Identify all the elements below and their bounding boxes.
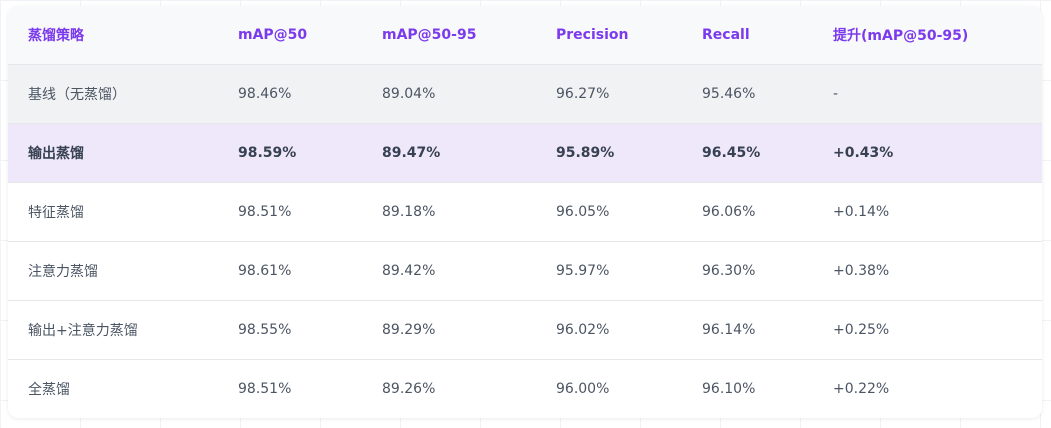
cell-strategy: 全蒸馏 — [28, 381, 70, 398]
cell-improvement: +0.43% — [833, 144, 894, 161]
cell-map50-95: 89.47% — [382, 144, 441, 161]
cell-recall: 96.45% — [702, 144, 761, 161]
cell-map50-95: 89.18% — [382, 203, 436, 220]
cell-recall: 96.30% — [702, 262, 756, 279]
cell-map50: 98.55% — [238, 321, 292, 338]
table-row-full-distillation: 全蒸馏 98.51% 89.26% 96.00% 96.10% +0.22% — [8, 359, 1042, 418]
cell-strategy: 输出蒸馏 — [28, 145, 84, 162]
cell-strategy: 注意力蒸馏 — [28, 263, 98, 280]
cell-map50-95: 89.42% — [382, 262, 436, 279]
cell-recall: 96.14% — [702, 321, 756, 338]
cell-map50: 98.51% — [238, 380, 292, 397]
cell-map50-95: 89.26% — [382, 380, 436, 397]
cell-map50-95: 89.04% — [382, 85, 436, 102]
cell-improvement: +0.25% — [833, 321, 890, 338]
cell-strategy: 输出+注意力蒸馏 — [28, 322, 138, 339]
cell-recall: 95.46% — [702, 85, 756, 102]
cell-recall: 96.06% — [702, 203, 756, 220]
cell-map50-95: 89.29% — [382, 321, 436, 338]
cell-map50: 98.59% — [238, 144, 297, 161]
cell-map50: 98.51% — [238, 203, 292, 220]
cell-precision: 96.00% — [556, 380, 610, 397]
cell-precision: 95.97% — [556, 262, 610, 279]
table-row-output-attention-distillation: 输出+注意力蒸馏 98.55% 89.29% 96.02% 96.14% +0.… — [8, 300, 1042, 359]
cell-improvement: - — [833, 85, 839, 102]
cell-improvement: +0.14% — [833, 203, 890, 220]
cell-recall: 96.10% — [702, 380, 756, 397]
column-header-recall: Recall — [702, 26, 750, 43]
cell-strategy: 特征蒸馏 — [28, 204, 84, 221]
cell-precision: 96.02% — [556, 321, 610, 338]
column-header-map50-95: mAP@50-95 — [382, 26, 477, 43]
cell-precision: 96.05% — [556, 203, 610, 220]
column-header-strategy: 蒸馏策略 — [28, 27, 84, 44]
cell-map50: 98.46% — [238, 85, 292, 102]
table-header-row: 蒸馏策略 mAP@50 mAP@50-95 Precision Recall 提… — [8, 6, 1042, 64]
column-header-improvement: 提升(mAP@50-95) — [833, 27, 969, 44]
table-row-baseline: 基线（无蒸馏） 98.46% 89.04% 96.27% 95.46% - — [8, 64, 1042, 123]
table-row-output-distillation: 输出蒸馏 98.59% 89.47% 95.89% 96.45% +0.43% — [8, 123, 1042, 182]
cell-improvement: +0.38% — [833, 262, 890, 279]
cell-strategy: 基线（无蒸馏） — [28, 86, 126, 103]
cell-precision: 96.27% — [556, 85, 610, 102]
cell-improvement: +0.22% — [833, 380, 890, 397]
results-table-card: 蒸馏策略 mAP@50 mAP@50-95 Precision Recall 提… — [8, 6, 1042, 418]
distillation-results-table: 蒸馏策略 mAP@50 mAP@50-95 Precision Recall 提… — [8, 6, 1042, 418]
table-row-feature-distillation: 特征蒸馏 98.51% 89.18% 96.05% 96.06% +0.14% — [8, 182, 1042, 241]
table-row-attention-distillation: 注意力蒸馏 98.61% 89.42% 95.97% 96.30% +0.38% — [8, 241, 1042, 300]
column-header-precision: Precision — [556, 26, 629, 43]
cell-precision: 95.89% — [556, 144, 615, 161]
column-header-map50: mAP@50 — [238, 26, 308, 43]
cell-map50: 98.61% — [238, 262, 292, 279]
